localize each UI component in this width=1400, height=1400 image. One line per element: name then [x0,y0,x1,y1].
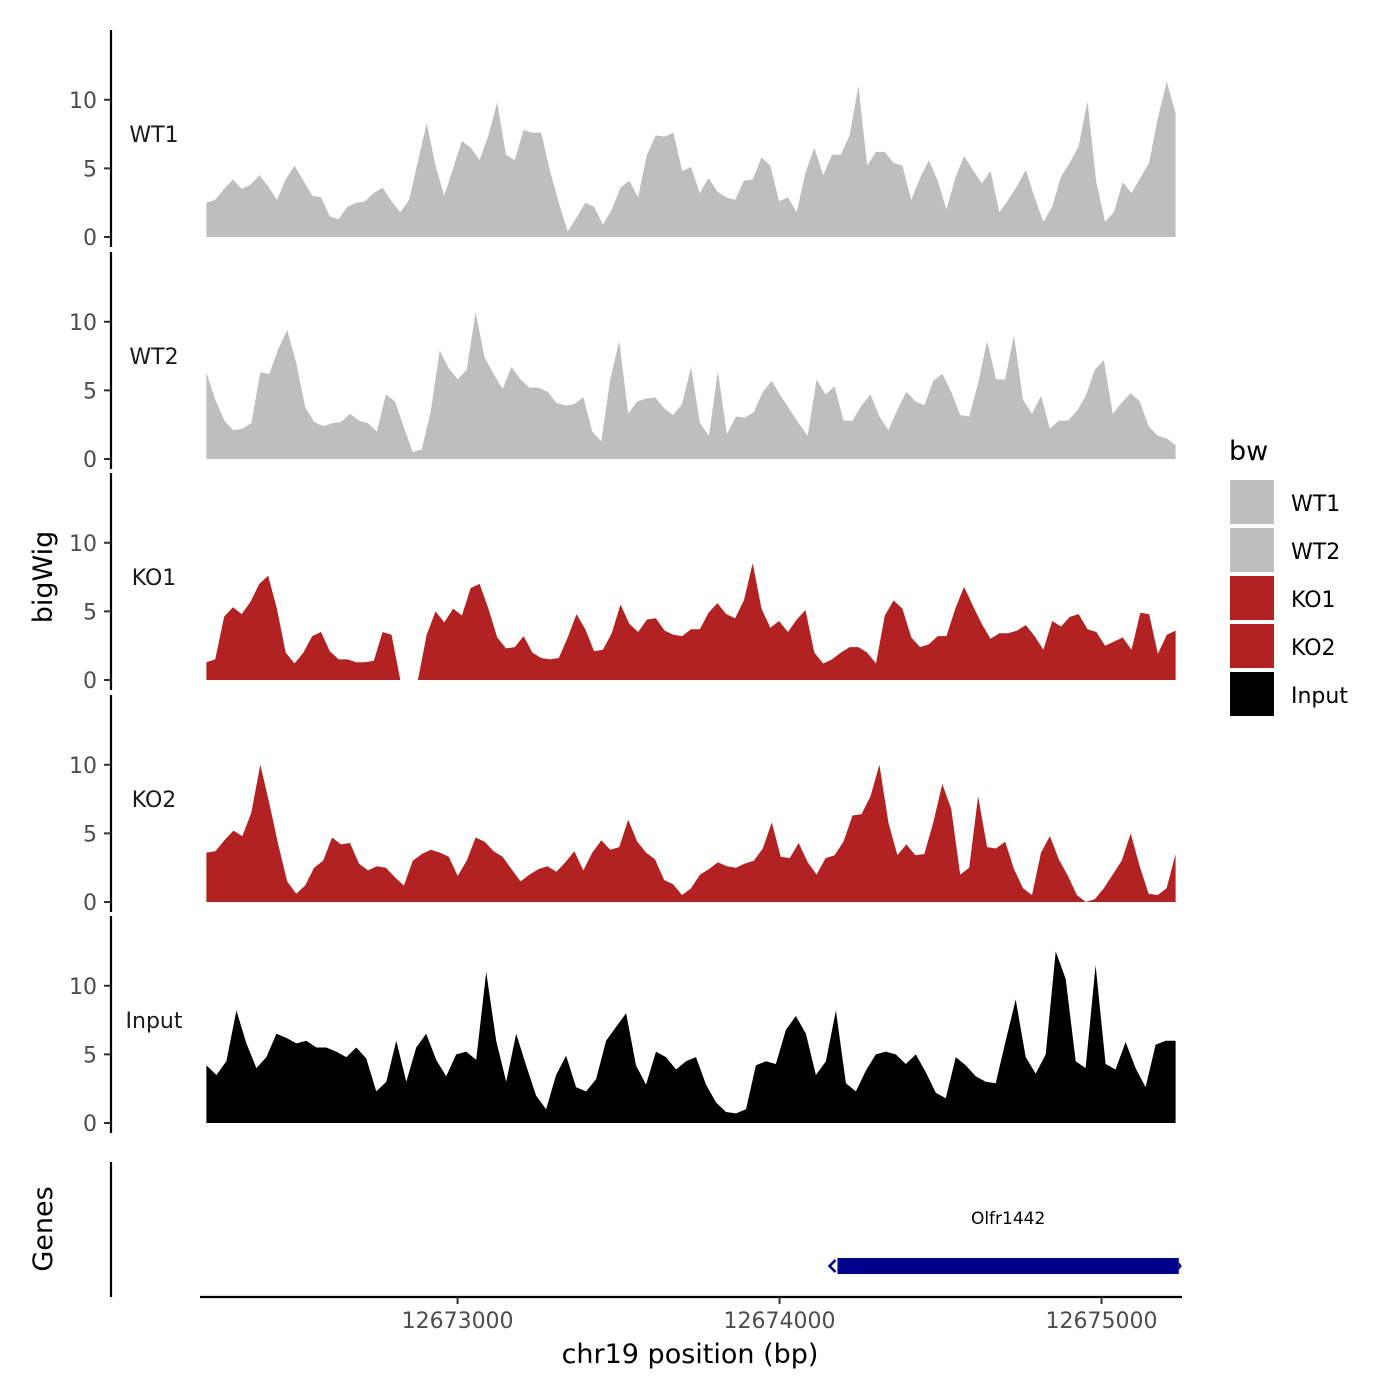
track-wt2-y-tick-label: 5 [83,379,97,404]
legend-label-wt2: WT2 [1291,540,1340,565]
genes-axis-title: Genes [28,1186,59,1271]
signal-tracks: 0 5 10 WT1 0 5 10 WT2 0 5 10 KO1 0 5 10 KO2 0 5 10 Input [69,30,1176,1137]
track-ko1-y-tick-label: 10 [69,532,97,557]
track-input: 0 5 10 Input [69,916,1176,1137]
x-tick-label: 12675000 [1046,1309,1158,1334]
track-ko2-y-tick-label: 10 [69,754,97,779]
track-wt2-y-tick-label: 0 [83,448,97,473]
legend-label-ko1: KO1 [1291,588,1336,613]
genes-panel: Genes Olfr1442 [28,1162,1182,1297]
legend-title: bw [1229,436,1268,467]
gene-olfr1442-strand-arrow [827,1259,837,1273]
track-wt1-label: WT1 [129,123,178,148]
track-wt2-y-tick-label: 10 [69,311,97,336]
legend: bw WT1 WT2 KO1 KO2 Input [1229,436,1348,716]
legend-label-wt1: WT1 [1291,492,1340,517]
track-ko2-y-tick-label: 0 [83,891,97,916]
legend-entries: WT1 WT2 KO1 KO2 Input [1230,480,1348,716]
track-ko1: 0 5 10 KO1 [69,473,1176,694]
track-wt1: 0 5 10 WT1 [69,30,1176,251]
x-tick-label: 12673000 [402,1309,514,1334]
track-wt2-area [206,312,1176,459]
track-input-y-tick-label: 5 [83,1043,97,1068]
legend-label-input: Input [1291,684,1348,709]
track-wt1-y-tick-label: 10 [69,89,97,114]
legend-swatch-wt2 [1230,528,1274,572]
track-ko1-y-tick-label: 5 [83,600,97,625]
gene-olfr1442-body [837,1258,1179,1274]
x-axis: 12673000 12674000 12675000 chr19 position … [200,1295,1182,1370]
track-ko1-label: KO1 [132,566,177,591]
track-ko1-y-tick-label: 0 [83,669,97,694]
track-ko2-area [206,764,1176,902]
legend-swatch-input [1230,672,1274,716]
track-input-label: Input [126,1009,183,1034]
track-ko2-label: KO2 [132,788,177,813]
track-input-y-tick-label: 10 [69,975,97,1000]
track-ko2-y-tick-label: 5 [83,822,97,847]
legend-label-ko2: KO2 [1291,636,1336,661]
track-wt2: 0 5 10 WT2 [69,252,1176,473]
track-wt1-area [206,81,1176,238]
track-wt1-y-tick-label: 0 [83,226,97,251]
x-axis-title: chr19 position (bp) [562,1339,819,1370]
legend-swatch-ko2 [1230,624,1274,668]
track-ko2: 0 5 10 KO2 [69,695,1176,916]
track-wt2-label: WT2 [129,345,178,370]
x-axis-ticks: 12673000 12674000 12675000 [402,1297,1158,1334]
y-axis-title: bigWig [28,531,59,624]
track-input-y-tick-label: 0 [83,1112,97,1137]
gene-annotations: Olfr1442 [827,1209,1182,1274]
track-input-area [206,951,1176,1123]
gene-olfr1442-end-cap [1178,1262,1182,1270]
x-tick-label: 12674000 [724,1309,836,1334]
track-ko1-area [206,563,1176,680]
legend-swatch-wt1 [1230,480,1274,524]
track-wt1-y-tick-label: 5 [83,157,97,182]
gene-olfr1442-label: Olfr1442 [971,1209,1045,1229]
legend-swatch-ko1 [1230,576,1274,620]
